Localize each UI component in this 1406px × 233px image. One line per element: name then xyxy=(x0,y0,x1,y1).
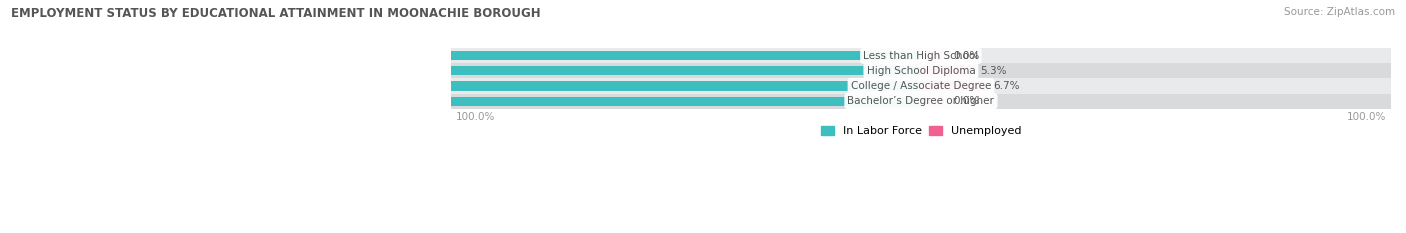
Text: 0.0%: 0.0% xyxy=(953,96,980,106)
Text: Bachelor’s Degree or higher: Bachelor’s Degree or higher xyxy=(848,96,994,106)
Bar xyxy=(201,66,921,75)
Bar xyxy=(921,96,945,106)
Bar xyxy=(921,82,984,90)
Text: 76.5%: 76.5% xyxy=(225,66,262,76)
Text: 78.1%: 78.1% xyxy=(209,81,246,91)
Bar xyxy=(56,51,921,60)
Text: 92.5%: 92.5% xyxy=(75,96,111,106)
Bar xyxy=(451,79,1391,93)
Text: 6.7%: 6.7% xyxy=(993,81,1019,91)
Bar xyxy=(451,93,1391,109)
Text: 0.0%: 0.0% xyxy=(953,51,980,61)
Text: High School Diploma: High School Diploma xyxy=(866,66,976,76)
Text: EMPLOYMENT STATUS BY EDUCATIONAL ATTAINMENT IN MOONACHIE BOROUGH: EMPLOYMENT STATUS BY EDUCATIONAL ATTAINM… xyxy=(11,7,541,20)
Legend: In Labor Force, Unemployed: In Labor Force, Unemployed xyxy=(815,121,1026,140)
Text: Source: ZipAtlas.com: Source: ZipAtlas.com xyxy=(1284,7,1395,17)
Text: College / Associate Degree: College / Associate Degree xyxy=(851,81,991,91)
Text: 92.0%: 92.0% xyxy=(80,51,115,61)
Bar xyxy=(451,63,1391,79)
Bar xyxy=(451,48,1391,63)
Text: 5.3%: 5.3% xyxy=(980,66,1007,76)
Bar xyxy=(51,96,921,106)
Text: 100.0%: 100.0% xyxy=(456,112,495,122)
Bar xyxy=(921,51,945,60)
Text: 100.0%: 100.0% xyxy=(1347,112,1386,122)
Bar xyxy=(187,82,921,90)
Bar xyxy=(921,66,970,75)
Text: Less than High School: Less than High School xyxy=(863,51,979,61)
